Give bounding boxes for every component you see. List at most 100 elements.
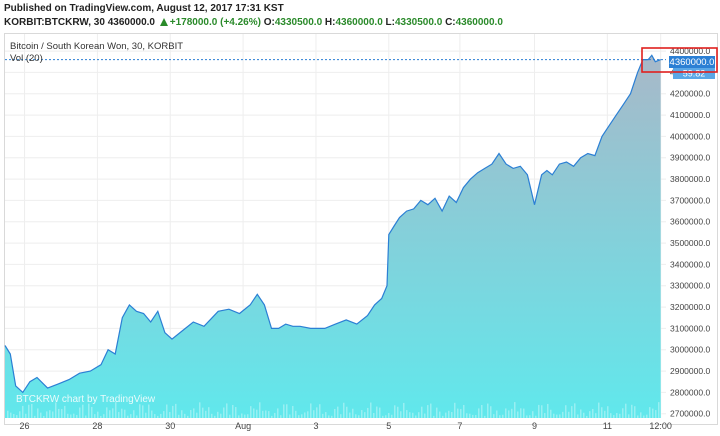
volume-bar xyxy=(493,414,495,418)
volume-bar xyxy=(58,408,60,418)
volume-bar xyxy=(64,405,66,418)
volume-bar xyxy=(376,406,378,418)
volume-bar xyxy=(196,412,198,418)
volume-bar xyxy=(100,415,102,418)
volume-bar xyxy=(262,410,264,418)
volume-bar xyxy=(247,414,249,418)
volume-bar xyxy=(172,405,174,418)
y-tick-label: 3200000.0 xyxy=(670,302,710,312)
volume-bar xyxy=(391,414,393,418)
volume-bar xyxy=(220,413,222,418)
volume-bar xyxy=(229,414,231,418)
y-tick-label: 3800000.0 xyxy=(670,174,710,184)
volume-bar xyxy=(199,402,201,418)
volume-bar xyxy=(253,408,255,418)
volume-bar xyxy=(529,415,531,418)
volume-bar xyxy=(457,408,459,418)
volume-bar xyxy=(133,410,135,418)
volume-bar xyxy=(514,402,516,418)
volume-bar xyxy=(583,412,585,418)
volume-bar xyxy=(649,407,651,418)
y-tick-label: 4000000.0 xyxy=(670,131,710,141)
volume-bar xyxy=(619,413,621,418)
volume-bar xyxy=(157,415,159,418)
volume-bar xyxy=(208,407,210,418)
volume-bar xyxy=(334,408,336,418)
volume-bar xyxy=(436,407,438,418)
open-label: O: xyxy=(263,17,275,28)
volume-bar xyxy=(637,415,639,418)
watermark: BTCKRW chart by TradingView xyxy=(16,394,156,405)
volume-bar xyxy=(271,415,273,418)
y-tick-label: 3400000.0 xyxy=(670,259,710,269)
volume-bar xyxy=(415,415,417,418)
volume-bar xyxy=(475,414,477,418)
volume-bar xyxy=(106,407,108,418)
volume-bar xyxy=(556,414,558,418)
volume-bar xyxy=(46,411,48,418)
volume-bar xyxy=(385,415,387,418)
volume-bar xyxy=(10,412,12,418)
y-tick-label: 3500000.0 xyxy=(670,238,710,248)
volume-legend: Vol (20) xyxy=(10,53,43,64)
low-label: L: xyxy=(385,17,395,28)
price-axis[interactable]: 2700000.0 2800000.0 2900000.0 3000000.0 3100… xyxy=(670,46,710,419)
volume-bar xyxy=(601,407,603,418)
x-tick-label: 26 xyxy=(20,421,30,431)
volume-bar xyxy=(622,408,624,418)
volume-bar xyxy=(403,402,405,418)
open-value: 4330500.0 xyxy=(274,17,323,28)
volume-bar xyxy=(349,412,351,418)
volume-bar xyxy=(190,410,192,418)
volume-bar xyxy=(52,411,54,418)
volume-bar xyxy=(625,403,627,418)
x-tick-label: 7 xyxy=(457,421,462,431)
close-value: 4360000.0 xyxy=(455,17,503,28)
y-tick-label: 4200000.0 xyxy=(670,89,710,99)
volume-bar xyxy=(142,405,144,418)
last-price-badge-label: 4360000.0 xyxy=(670,57,715,68)
volume-bar xyxy=(61,409,63,418)
volume-bar xyxy=(274,412,276,418)
volume-bar xyxy=(424,413,426,418)
volume-bar xyxy=(97,411,99,418)
volume-bar xyxy=(184,413,186,418)
last-price: 4360000.0 xyxy=(107,17,155,28)
volume-bar xyxy=(268,411,270,418)
x-tick-label: 5 xyxy=(386,421,391,431)
time-axis[interactable]: 26 28 30 Aug 3 5 7 9 11 12:00 xyxy=(20,421,672,431)
volume-bar xyxy=(43,415,45,418)
volume-bar xyxy=(145,412,147,418)
volume-bar xyxy=(526,415,528,418)
volume-bar xyxy=(613,415,615,418)
volume-bar xyxy=(379,407,381,418)
volume-bar xyxy=(241,413,243,418)
y-tick-label: 3300000.0 xyxy=(670,281,710,291)
volume-badge xyxy=(673,68,715,79)
volume-bar xyxy=(508,410,510,418)
volume-bar xyxy=(202,407,204,418)
volume-bar xyxy=(616,413,618,418)
volume-bar xyxy=(310,403,312,418)
volume-bar xyxy=(610,413,612,418)
volume-bar xyxy=(70,414,72,418)
volume-bar xyxy=(112,408,114,418)
volume-bar xyxy=(232,404,234,418)
volume-bar xyxy=(316,407,318,418)
volume-bar xyxy=(484,415,486,418)
volume-bar xyxy=(373,412,375,418)
price-line xyxy=(4,54,661,394)
volume-bar xyxy=(367,407,369,418)
volume-bar xyxy=(553,413,555,418)
volume-bar xyxy=(163,411,165,418)
volume-bar xyxy=(298,415,300,418)
volume-bar xyxy=(517,411,519,418)
volume-bar xyxy=(151,410,153,418)
volume-bar xyxy=(94,414,96,418)
volume-bar xyxy=(472,414,474,418)
volume-bar xyxy=(397,406,399,418)
volume-bar xyxy=(535,415,537,418)
volume-bar xyxy=(175,403,177,418)
volume-bar xyxy=(226,403,228,418)
